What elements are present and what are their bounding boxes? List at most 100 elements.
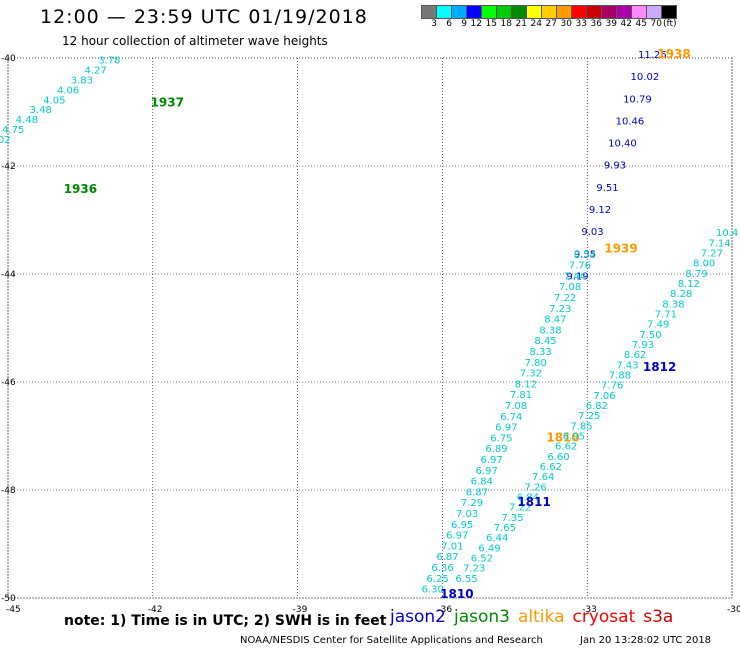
wave-height-value: 6.25	[427, 574, 449, 585]
color-scale-label: 12	[470, 19, 482, 29]
wave-height-value: 7.43	[616, 360, 638, 371]
wave-height-value: 8.47	[544, 315, 566, 326]
wave-height-value: 4.06	[57, 85, 79, 96]
y-tick-label: -40	[1, 54, 16, 64]
wave-height-value: 7.35	[501, 513, 523, 524]
y-tick-label: -46	[1, 378, 16, 388]
wave-height-value: 6.97	[480, 455, 502, 466]
wave-height-value: 7.32	[520, 369, 542, 380]
generated-timestamp: Jan 20 13:28:02 UTC 2018	[580, 635, 712, 646]
wave-height-value: 6.52	[471, 553, 493, 564]
y-tick-label: -48	[1, 486, 16, 496]
satellite-legend-item: jason2	[390, 607, 446, 627]
pass-time-label: 1812	[643, 360, 676, 374]
satellite-legend: jason2 jason3 altika cryosat s3a	[390, 607, 681, 627]
x-tick-label: -45	[6, 605, 21, 615]
wave-height-value: 9.03	[581, 227, 603, 238]
wave-height-value: 7.03	[456, 509, 478, 520]
x-tick-label: -42	[148, 605, 163, 615]
x-tick-label: -30	[727, 605, 740, 615]
pass-time-label: 1939	[604, 241, 637, 255]
wave-height-value: 8.45	[534, 336, 556, 347]
wave-height-value: 6.30	[422, 585, 444, 596]
x-tick-label: -33	[582, 605, 597, 615]
color-scale-label: 3	[431, 19, 437, 29]
wave-height-value: 7.64	[532, 472, 554, 483]
wave-height-value: 6.49	[478, 543, 500, 554]
wave-height-value: 7.08	[559, 282, 581, 293]
wave-height-value: 8.38	[539, 325, 561, 336]
color-scale-label: 39	[605, 19, 617, 29]
pass-time-label: 1810	[546, 430, 579, 444]
wave-height-value: 8.12	[515, 379, 537, 390]
color-scale-labels: 3 6 9 12 15 18 21 24 27 30 33 36 39 42 45 70 (ft)	[421, 19, 677, 29]
wave-height-value: 6.95	[563, 431, 585, 442]
wave-height-value: 7.81	[510, 390, 532, 401]
color-scale-label: 6	[446, 19, 452, 29]
chart-subtitle: 12 hour collection of altimeter wave hei…	[62, 34, 328, 48]
wave-height-value: 8.12	[678, 279, 700, 290]
chart-title: 12:00 — 23:59 UTC 01/19/2018	[40, 6, 368, 28]
color-scale-label: 24	[530, 19, 542, 29]
wave-height-value: 7.06	[593, 391, 615, 402]
wave-height-value: 8.28	[670, 289, 692, 300]
footnote: note: 1) Time is in UTC; 2) SWH is in fe…	[64, 613, 387, 629]
pass-time-label: 1938	[657, 47, 690, 61]
wave-height-value: 10.4	[716, 228, 738, 239]
color-scale-unit: (ft)	[663, 19, 677, 29]
wave-height-value: 6.74	[500, 412, 522, 423]
pass-time-label: 1810	[440, 587, 473, 601]
wave-height-value: 7.93	[632, 340, 654, 351]
wave-height-value: 6.60	[547, 452, 569, 463]
y-tick-label: -42	[1, 162, 16, 172]
wave-height-value: 7.26	[524, 482, 546, 493]
wave-height-value: 7.25	[578, 411, 600, 422]
wave-height-value: 7.80	[525, 358, 547, 369]
wave-height-value: 3.48	[30, 105, 52, 116]
wave-height-value: 7.14	[708, 238, 730, 249]
satellite-legend-item: s3a	[643, 607, 674, 627]
y-tick-label: -44	[1, 270, 16, 280]
wave-height-value: 6.36	[431, 563, 453, 574]
wave-height-value: 10.79	[623, 94, 652, 105]
wave-height-value: 8.38	[662, 299, 684, 310]
wave-height-value: 4.75	[2, 125, 24, 136]
satellite-legend-item: altika	[518, 607, 565, 627]
wave-height-value: 7.85	[570, 421, 592, 432]
wave-height-value: 7.49	[647, 320, 669, 331]
wave-height-value: 9.19	[566, 271, 588, 282]
wave-height-value: 7.88	[609, 371, 631, 382]
wave-height-value: 7.01	[441, 541, 463, 552]
wave-height-value: 10.02	[631, 72, 660, 83]
pass-time-label: 1936	[64, 182, 97, 196]
color-scale-label: 15	[485, 19, 497, 29]
credit-line: NOAA/NESDIS Center for Satellite Applica…	[240, 635, 543, 646]
wave-height-value: 6.55	[455, 574, 477, 585]
color-scale-swatches	[421, 5, 677, 19]
wave-height-value: 9.35	[574, 249, 596, 260]
wave-height-value: 6.97	[495, 423, 517, 434]
x-tick-label: -36	[437, 605, 452, 615]
color-scale-label: 42	[620, 19, 632, 29]
wave-height-value: 10.46	[616, 116, 645, 127]
wave-height-value: 7.71	[655, 310, 677, 321]
color-scale-label: 21	[515, 19, 527, 29]
wave-height-value: 6.87	[466, 487, 488, 498]
wave-height-value: 8.62	[624, 350, 646, 361]
wave-height-value: 6.62	[540, 462, 562, 473]
wave-height-value: 11.26	[638, 50, 667, 61]
wave-height-value: 6.82	[586, 401, 608, 412]
wave-height-value: 4.05	[43, 95, 65, 106]
wave-height-value: 7.76	[601, 381, 623, 392]
wave-height-value: 7.29	[461, 498, 483, 509]
wave-height-value: 6.97	[446, 531, 468, 542]
wave-height-value: 4.27	[84, 65, 106, 76]
x-tick-label: -39	[293, 605, 308, 615]
wave-height-value: 6.95	[451, 520, 473, 531]
wave-height-value: 7.76	[569, 261, 591, 272]
pass-time-label: 1811	[517, 495, 550, 509]
wave-height-value: 7.50	[639, 330, 661, 341]
wave-height-value: 6.89	[485, 444, 507, 455]
wave-height-value: 6.84	[471, 477, 493, 488]
color-scale-label: 45	[635, 19, 647, 29]
